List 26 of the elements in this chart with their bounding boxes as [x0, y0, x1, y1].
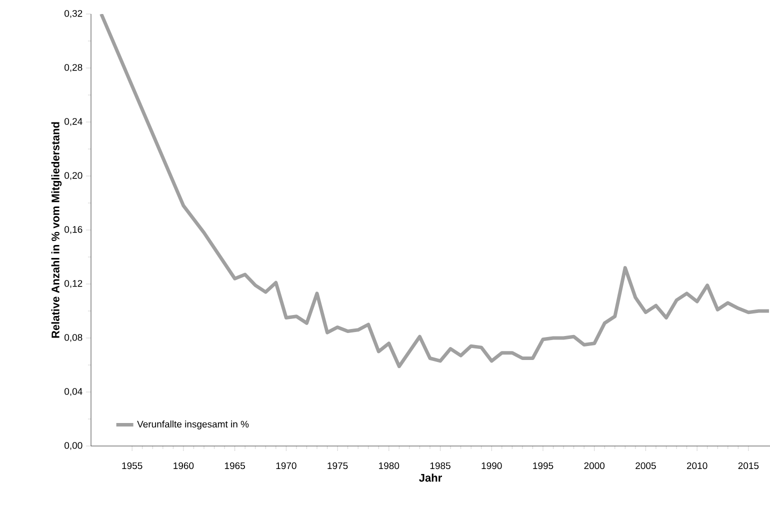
x-tick-label: 1980	[379, 462, 400, 470]
line-series	[100, 14, 770, 368]
x-tick-label: 1960	[174, 462, 194, 470]
y-tick-label: 0,20	[64, 172, 82, 180]
x-tick-label: 1975	[328, 462, 348, 470]
y-tick-label: 0,08	[64, 334, 82, 342]
x-tick-label: 2000	[584, 462, 605, 470]
x-tick-label: 1970	[276, 462, 296, 470]
x-tick-label: 1985	[430, 462, 450, 470]
x-tick-label: 1955	[122, 462, 142, 470]
y-tick-label: 0,28	[64, 64, 82, 72]
x-tick-label: 2005	[636, 462, 656, 470]
y-tick-label: 0,00	[64, 442, 82, 450]
x-tick-label: 2010	[686, 462, 708, 470]
y-tick-label: 0,24	[64, 118, 82, 126]
y-tick-label: 0,32	[64, 10, 82, 18]
y-tick-label: 0,16	[64, 226, 82, 234]
x-tick-label: 2015	[738, 462, 759, 470]
x-tick-label: 1995	[533, 462, 554, 470]
y-axis-title: Relative Anzahl in % vom Mitgliederstand	[51, 122, 62, 338]
x-axis-title: Jahr	[419, 474, 442, 482]
x-tick-label: 1965	[224, 462, 245, 470]
y-tick-label: 0,12	[64, 280, 82, 288]
y-tick-label: 0,04	[64, 388, 82, 396]
x-tick-label: 1990	[482, 462, 502, 470]
legend-label: Verunfallte insgesamt in %	[137, 420, 249, 430]
